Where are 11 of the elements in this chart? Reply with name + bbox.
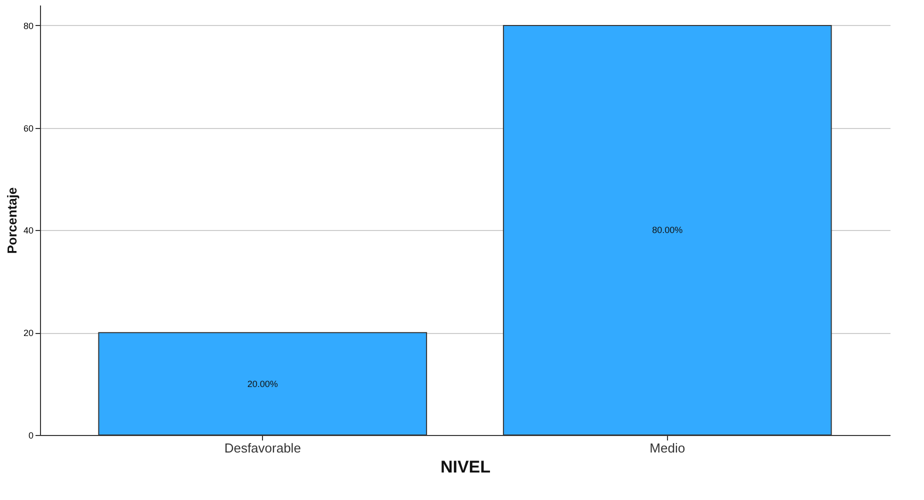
y-tick-label: 80	[23, 20, 34, 31]
y-tick-label: 40	[23, 226, 34, 236]
x-tick-label: Desfavorable	[224, 440, 301, 456]
data-label: 20.00%	[247, 378, 278, 389]
x-axis-title: NIVEL	[440, 458, 491, 476]
y-tick-label: 0	[28, 430, 34, 440]
y-tick-label: 60	[23, 123, 34, 134]
y-axis-title: Porcentaje	[4, 187, 20, 254]
y-tick-label: 20	[23, 328, 34, 338]
x-tick-label: Medio	[650, 440, 686, 456]
data-label: 80.00%	[652, 225, 683, 236]
